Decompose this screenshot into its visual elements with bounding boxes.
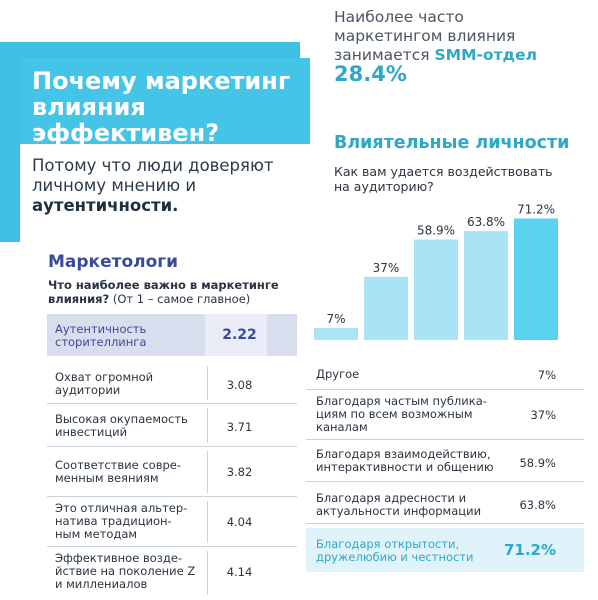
right-row-label: Благодаря частым публика- циям по всем в… bbox=[316, 394, 487, 434]
bar-chart: 7% 37% 58.9% 63.8% 71.2% bbox=[314, 202, 558, 340]
right-row-value: 37% bbox=[530, 408, 556, 422]
left-question-note: (От 1 – самое главное) bbox=[109, 292, 251, 306]
right-row-value: 7% bbox=[537, 368, 556, 382]
left-table-row: Эффективное возде- йствие на поколение Z… bbox=[47, 547, 297, 599]
right-row-value: 58.9% bbox=[519, 456, 556, 470]
right-section-question: Как вам удается воздействовать на аудито… bbox=[334, 164, 553, 194]
left-row-divider bbox=[207, 408, 208, 443]
bar-label-4: 71.2% bbox=[517, 202, 555, 216]
right-row-value: 63.8% bbox=[519, 498, 556, 512]
bar-1 bbox=[364, 276, 408, 340]
right-row-label: Благодаря открытости, дружелюбию и честн… bbox=[316, 537, 474, 564]
left-table-row-highlight: Аутентичность сторителлинга 2.22 bbox=[47, 314, 297, 356]
bar-2 bbox=[414, 239, 458, 340]
right-table-row: Другое 7% bbox=[306, 358, 584, 390]
bar-label-1: 37% bbox=[373, 261, 400, 275]
left-row-value: 3.08 bbox=[226, 378, 253, 392]
left-row-divider bbox=[207, 551, 208, 595]
left-row-label: Высокая окупаемость инвестиций bbox=[55, 412, 188, 439]
bar-label-2: 58.9% bbox=[417, 223, 455, 237]
bar-3 bbox=[464, 231, 508, 340]
left-row-value: 3.82 bbox=[226, 465, 253, 479]
bar-4 bbox=[514, 218, 558, 340]
left-table-row: Это отличная альтер- натива традицион- н… bbox=[47, 497, 297, 547]
bar-0 bbox=[314, 328, 358, 340]
bar-label-0: 7% bbox=[326, 312, 345, 326]
hero-subtitle: Потому что люди доверяют личному мнению … bbox=[32, 156, 307, 216]
stat-label: Наиболее часто маркетингом влияния заним… bbox=[334, 8, 574, 65]
right-table-row: Благодаря взаимодействию, интерактивност… bbox=[306, 440, 584, 482]
hero-subtitle-bold: аутентичности. bbox=[32, 196, 179, 215]
left-row-label: Это отличная альтер- натива традицион- н… bbox=[55, 501, 188, 541]
right-table-row: Благодаря адресности и актуальности инфо… bbox=[306, 482, 584, 524]
right-row-value: 71.2% bbox=[503, 541, 556, 559]
right-table-row-highlight: Благодаря открытости, дружелюбию и честн… bbox=[306, 528, 584, 572]
left-row-value: 4.04 bbox=[226, 515, 253, 529]
right-table-row: Благодаря частым публика- циям по всем в… bbox=[306, 390, 584, 440]
left-row-label: Соответствие совре- менным веяниям bbox=[55, 458, 182, 485]
hero-title: Почему маркетинг влияния эффективен? bbox=[32, 67, 291, 147]
left-row-value: 4.14 bbox=[226, 565, 253, 579]
left-table-row: Высокая окупаемость инвестиций 3.71 bbox=[47, 404, 297, 447]
left-row-divider bbox=[207, 451, 208, 493]
left-row-label: Аутентичность сторителлинга bbox=[55, 322, 147, 349]
left-row-label: Охват огромной аудитории bbox=[55, 370, 154, 397]
left-table-row: Соответствие совре- менным веяниям 3.82 bbox=[47, 447, 297, 497]
stat-value: 28.4% bbox=[334, 62, 407, 86]
right-section-title: Влиятельные личности bbox=[334, 133, 570, 153]
right-row-label: Благодаря взаимодействию, интерактивност… bbox=[316, 447, 494, 474]
stat-label-accent: SMM-отдел bbox=[434, 46, 537, 64]
bar-label-3: 63.8% bbox=[467, 215, 505, 229]
left-row-divider bbox=[207, 501, 208, 543]
right-row-label: Благодаря адресности и актуальности инфо… bbox=[316, 491, 482, 518]
stat-label-text: Наиболее часто маркетингом влияния заним… bbox=[334, 8, 516, 64]
left-row-value: 2.22 bbox=[222, 327, 257, 343]
hero-subtitle-text: Потому что люди доверяют личному мнению … bbox=[32, 156, 274, 195]
left-row-divider bbox=[207, 366, 208, 400]
left-table-row: Охват огромной аудитории 3.08 bbox=[47, 362, 297, 404]
left-row-label: Эффективное возде- йствие на поколение Z… bbox=[55, 551, 196, 591]
hero-title-band bbox=[20, 58, 310, 144]
left-question-bold: Что наиболее важно в маркетинге влияния? bbox=[48, 278, 279, 306]
left-section-question: Что наиболее важно в маркетинге влияния?… bbox=[48, 278, 293, 306]
right-row-label: Другое bbox=[316, 367, 360, 381]
left-row-value: 3.71 bbox=[226, 420, 253, 434]
left-section-title: Маркетологи bbox=[48, 252, 179, 272]
left-row-value-box bbox=[205, 314, 267, 356]
